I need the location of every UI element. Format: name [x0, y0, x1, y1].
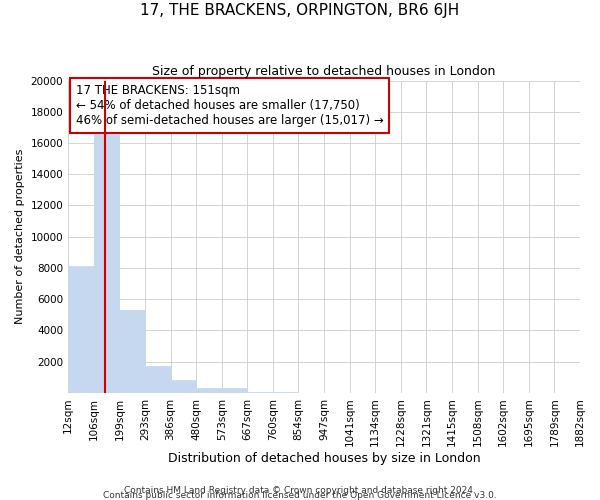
Bar [196, 388, 222, 393]
Text: 17, THE BRACKENS, ORPINGTON, BR6 6JH: 17, THE BRACKENS, ORPINGTON, BR6 6JH [140, 2, 460, 18]
Bar [145, 366, 170, 393]
Bar [119, 310, 145, 393]
Bar [170, 380, 196, 393]
Title: Size of property relative to detached houses in London: Size of property relative to detached ho… [152, 65, 496, 78]
Bar [247, 392, 273, 393]
Text: Contains public sector information licensed under the Open Government Licence v3: Contains public sector information licen… [103, 490, 497, 500]
Bar [273, 392, 298, 393]
Bar [68, 266, 94, 393]
X-axis label: Distribution of detached houses by size in London: Distribution of detached houses by size … [168, 452, 481, 465]
Text: 17 THE BRACKENS: 151sqm
← 54% of detached houses are smaller (17,750)
46% of sem: 17 THE BRACKENS: 151sqm ← 54% of detache… [76, 84, 383, 126]
Bar [222, 388, 247, 393]
Text: Contains HM Land Registry data © Crown copyright and database right 2024.: Contains HM Land Registry data © Crown c… [124, 486, 476, 495]
Y-axis label: Number of detached properties: Number of detached properties [15, 149, 25, 324]
Bar [94, 134, 119, 393]
